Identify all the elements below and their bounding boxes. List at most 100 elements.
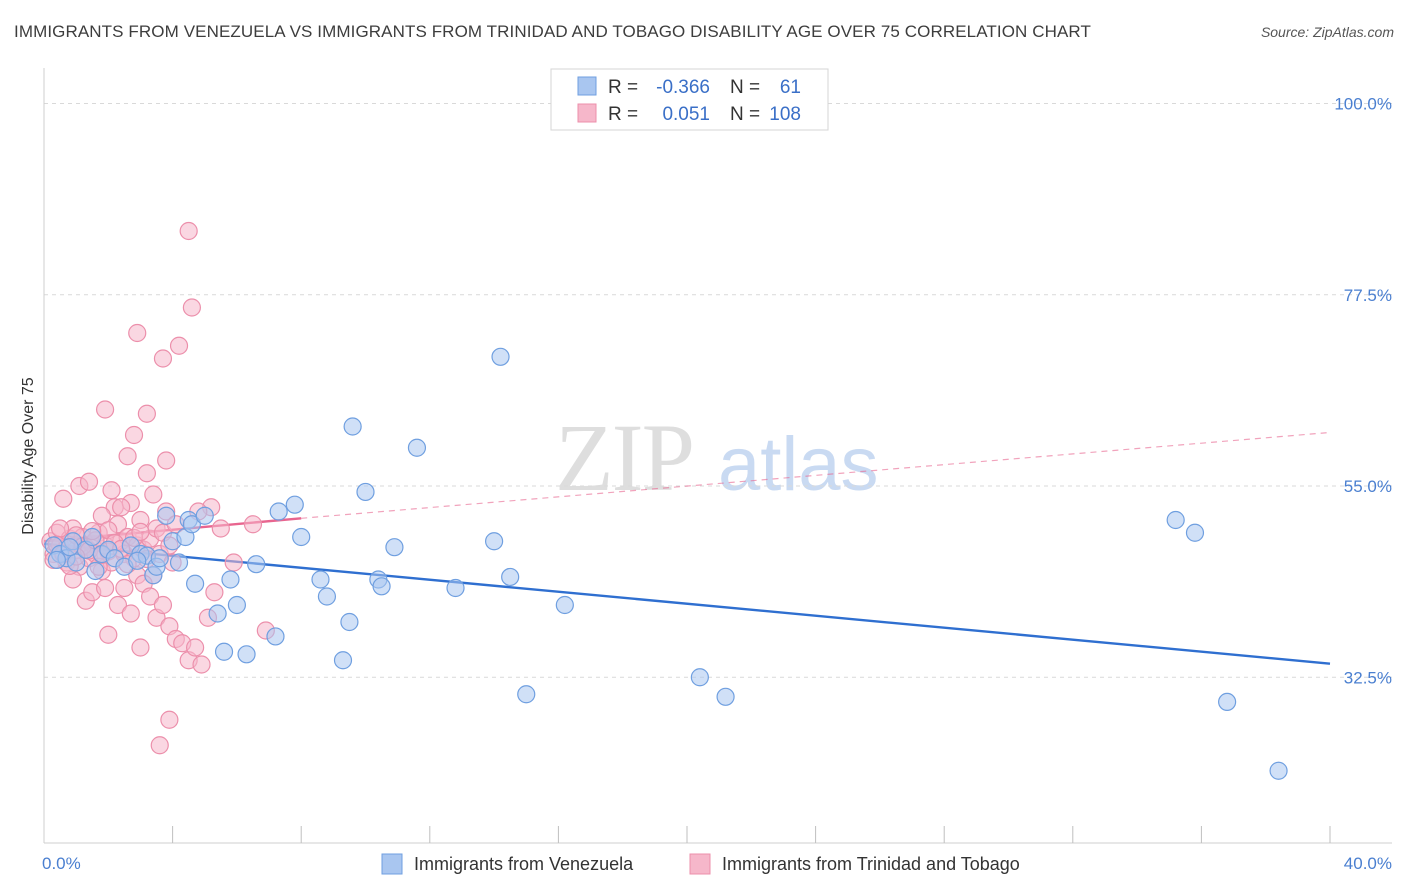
point-venezuela [317,587,337,606]
y-tick-label: 77.5% [1344,286,1392,305]
legend-n-value-2: 108 [769,104,801,125]
point-trinidad [153,595,173,615]
axes-layer [43,68,1392,844]
point-trinidad [211,519,230,538]
legend-n-label-1: N = [730,77,760,98]
point-trinidad [205,583,224,602]
legend-r-value-2: 0.051 [662,104,710,125]
point-trinidad [153,349,173,368]
point-venezuela [150,549,169,568]
point-venezuela [266,627,285,646]
point-trinidad [115,578,134,598]
bottom-legend-label-trinidad: Immigrants from Trinidad and Tobago [722,854,1020,874]
point-trinidad [121,604,140,623]
y-tick-label: 100.0% [1334,95,1392,114]
point-trinidad [102,481,121,500]
point-venezuela [227,595,246,615]
point-trinidad [124,425,144,445]
point-venezuela [86,561,105,581]
point-venezuela [340,612,359,632]
legend-n-value-1: 61 [780,77,801,98]
point-venezuela [385,538,404,557]
bottom-legend-swatch-venezuela [381,853,403,875]
point-trinidad [140,587,160,606]
point-venezuela [186,574,205,593]
point-venezuela [60,538,79,557]
watermark-zip: ZIP [555,404,693,511]
point-venezuela [485,532,504,551]
grid-layer [44,103,1392,678]
point-trinidad [192,655,211,674]
point-trinidad [137,464,156,483]
legend-r-label-2: R = [608,104,638,125]
bottom-legend: Immigrants from Venezuela Immigrants fro… [381,853,1020,875]
point-trinidad [179,221,198,241]
point-venezuela [269,502,288,521]
point-venezuela [1218,692,1237,712]
point-trinidad [108,595,128,615]
bottom-legend-swatch-trinidad [689,853,711,875]
watermark: ZIP atlas [555,404,879,511]
point-trinidad [144,485,163,504]
point-trinidad [95,578,115,598]
point-trinidad [160,710,179,729]
point-venezuela [372,577,391,596]
point-venezuela [247,555,266,574]
x-tick-label: 40.0% [1344,854,1392,873]
legend-n-label-2: N = [730,104,760,125]
point-trinidad [150,736,169,755]
point-venezuela [128,551,147,570]
point-trinidad [112,498,131,517]
point-trinidad [118,447,137,466]
point-venezuela [214,642,234,661]
legend-r-value-1: -0.366 [656,77,710,98]
point-venezuela [311,570,330,589]
point-venezuela [407,438,427,457]
point-trinidad [50,519,70,538]
point-venezuela [285,495,304,514]
point-venezuela [356,482,375,502]
point-trinidad [131,638,150,657]
point-venezuela [169,553,189,572]
ticks-layer: 32.5% 55.0% 77.5% 100.0% 0.0% 40.0% [42,95,1392,874]
point-venezuela [690,668,709,687]
point-trinidad [243,515,263,534]
point-venezuela [343,417,362,436]
point-trinidad [182,298,201,317]
point-venezuela [333,651,353,670]
y-axis-label: Disability Age Over 75 [20,377,37,535]
legend-r-label-1: R = [608,77,638,98]
point-trinidad [169,336,189,355]
point-venezuela [292,527,311,547]
point-venezuela [182,515,201,534]
point-trinidad [137,404,156,423]
point-trinidad [186,638,205,657]
point-venezuela [446,578,465,598]
point-venezuela [501,567,520,587]
point-trinidad [128,323,147,343]
point-venezuela [67,553,86,572]
point-venezuela [1166,510,1185,530]
bottom-legend-label-venezuela: Immigrants from Venezuela [414,854,634,874]
point-venezuela [237,645,256,664]
point-venezuela [491,347,510,366]
point-venezuela [47,550,66,570]
point-trinidad [131,522,150,542]
point-venezuela [555,595,574,615]
watermark-atlas: atlas [718,422,879,507]
stats-legend-box [550,68,829,131]
y-tick-label: 32.5% [1344,668,1392,687]
point-venezuela [221,570,240,589]
point-venezuela [208,604,227,623]
chart-title: IMMIGRANTS FROM VENEZUELA VS IMMIGRANTS … [14,22,1091,41]
point-venezuela [157,506,176,525]
x-tick-label: 0.0% [42,854,81,873]
point-venezuela [83,527,102,547]
y-tick-label: 55.0% [1344,477,1392,496]
legend-swatch-venezuela [577,76,597,96]
point-trinidad [157,451,176,470]
point-trinidad [99,625,118,644]
point-venezuela [195,506,214,525]
chart-source: Source: ZipAtlas.com [1260,24,1394,40]
